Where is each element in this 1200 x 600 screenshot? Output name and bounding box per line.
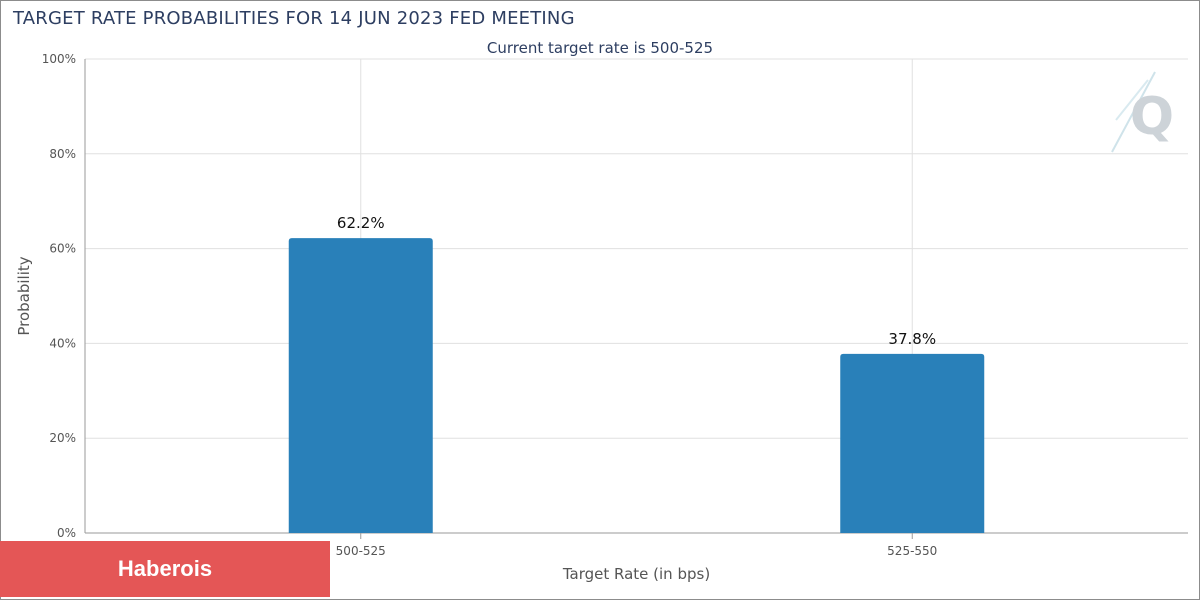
q-logo-icon: Q [1111,71,1174,153]
x-tick-label: 525-550 [887,544,937,558]
y-tick-label: 40% [49,336,76,350]
bar-525-550[interactable] [840,353,985,533]
y-tick-label: 20% [49,431,76,445]
x-axis-label: Target Rate (in bps) [562,565,710,583]
chart-subtitle: Current target rate is 500-525 [487,39,713,57]
logo-letter: Q [1130,87,1174,147]
y-tick-label: 0% [57,526,76,540]
y-axis-label: Probability [15,256,33,335]
chart-title: TARGET RATE PROBABILITIES FOR 14 JUN 202… [13,8,575,29]
y-tick-label: 100% [42,52,76,66]
data-label: 37.8% [888,330,936,348]
y-tick-label: 60% [49,242,76,256]
watermark-badge: Haberois [0,541,330,597]
data-label: 62.2% [337,214,385,232]
y-tick-label: 80% [49,147,76,161]
bar-500-525[interactable] [288,238,433,533]
x-tick-label: 500-525 [336,544,386,558]
